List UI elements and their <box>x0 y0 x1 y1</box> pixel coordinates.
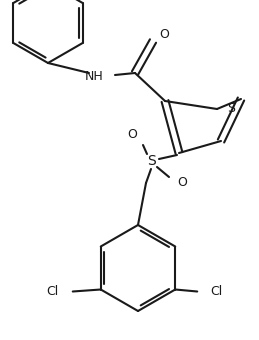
Text: O: O <box>159 29 169 41</box>
Text: Cl: Cl <box>210 285 222 298</box>
Text: O: O <box>177 176 187 189</box>
Text: Cl: Cl <box>47 285 59 298</box>
Text: O: O <box>127 129 137 141</box>
Text: S: S <box>227 102 235 116</box>
Text: NH: NH <box>84 70 103 84</box>
Text: S: S <box>147 154 155 168</box>
